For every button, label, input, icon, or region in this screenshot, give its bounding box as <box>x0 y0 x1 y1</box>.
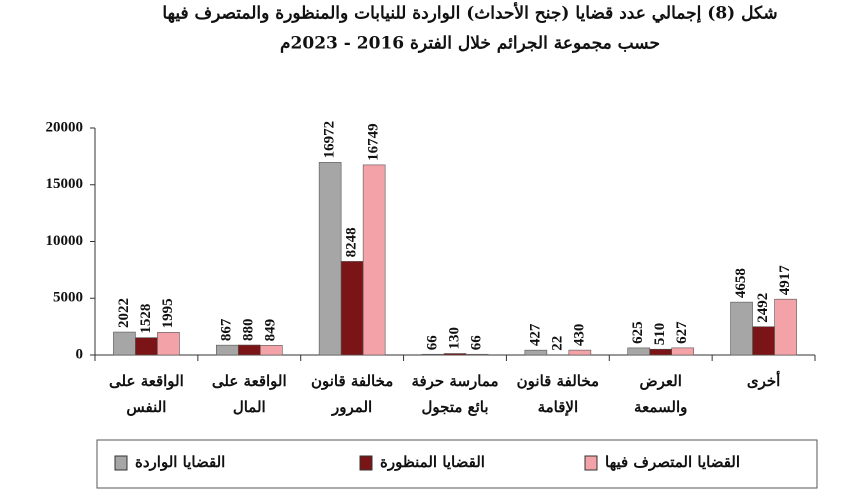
bar <box>237 344 261 356</box>
legend-label: القضايا الواردة <box>135 453 225 471</box>
value-label: 430 <box>571 324 587 347</box>
x-tick-label: ممارسة حرفة <box>411 372 498 390</box>
x-tick-label: النفس <box>126 398 166 416</box>
y-tick-label: 0 <box>76 346 84 362</box>
value-label: 22 <box>549 336 565 351</box>
legend-label: القضايا المتصرف فيها <box>605 453 740 471</box>
bar <box>568 349 592 356</box>
legend-swatch <box>584 455 598 471</box>
y-tick-label: 10000 <box>46 233 84 249</box>
value-label: 427 <box>527 323 543 346</box>
y-tick-label: 15000 <box>46 176 84 192</box>
bar <box>421 353 445 356</box>
bar <box>649 348 673 356</box>
value-label: 8248 <box>344 227 360 257</box>
bar <box>443 353 467 356</box>
value-label: 849 <box>263 319 279 342</box>
bar <box>340 261 364 356</box>
x-tick-label: الواقعة على <box>212 372 287 390</box>
bar <box>113 331 136 356</box>
x-tick-label: المال <box>233 398 266 416</box>
legend-swatch <box>359 455 373 471</box>
value-label: 867 <box>219 318 235 341</box>
value-label: 130 <box>446 327 462 350</box>
y-tick-label: 20000 <box>46 119 84 135</box>
value-label: 16749 <box>366 123 382 161</box>
value-label: 4658 <box>733 268 749 298</box>
bar <box>215 344 239 356</box>
legend-label: القضايا المنظورة <box>380 453 485 471</box>
value-label: 880 <box>241 319 257 342</box>
value-label: 1995 <box>160 298 176 328</box>
x-tick-label: والسمعة <box>634 398 687 416</box>
value-label: 510 <box>652 323 668 346</box>
value-label: 2022 <box>116 298 132 328</box>
x-tick-label: الإقامة <box>538 398 579 416</box>
bar <box>730 301 753 356</box>
value-label: 66 <box>468 335 484 351</box>
bar <box>465 353 489 356</box>
x-tick-label: الواقعة على <box>109 372 184 390</box>
value-label: 2492 <box>755 293 771 323</box>
bar <box>259 345 283 356</box>
bar <box>157 332 180 356</box>
bar <box>135 337 158 356</box>
value-label: 1528 <box>138 304 154 334</box>
value-label: 625 <box>630 321 646 344</box>
legend-box <box>96 439 818 489</box>
bar <box>362 164 386 356</box>
chart-title: شكل (8) إجمالي عدد قضايا (جنح الأحداث) ا… <box>162 2 777 24</box>
bar <box>671 347 695 356</box>
y-tick-label: 5000 <box>53 290 83 306</box>
bar <box>752 326 775 356</box>
value-label: 4917 <box>777 265 793 296</box>
bar <box>318 162 342 356</box>
x-tick-label: المرور <box>331 398 372 416</box>
x-tick-label: العرض <box>640 372 682 390</box>
x-tick-label: مخالفة قانون <box>311 372 393 390</box>
x-tick-label: أخرى <box>747 370 780 390</box>
chart-subtitle: حسب مجموعة الجرائم خلال الفترة 2016 - 20… <box>280 34 660 54</box>
x-tick-label: مخالفة قانون <box>517 372 599 390</box>
value-label: 16972 <box>322 121 338 159</box>
bar <box>774 298 797 356</box>
x-tick-label: بائع متجول <box>421 398 488 416</box>
bar <box>627 347 651 356</box>
bar <box>524 349 548 356</box>
value-label: 66 <box>424 335 440 351</box>
legend-swatch <box>114 455 128 471</box>
value-label: 627 <box>674 321 690 344</box>
